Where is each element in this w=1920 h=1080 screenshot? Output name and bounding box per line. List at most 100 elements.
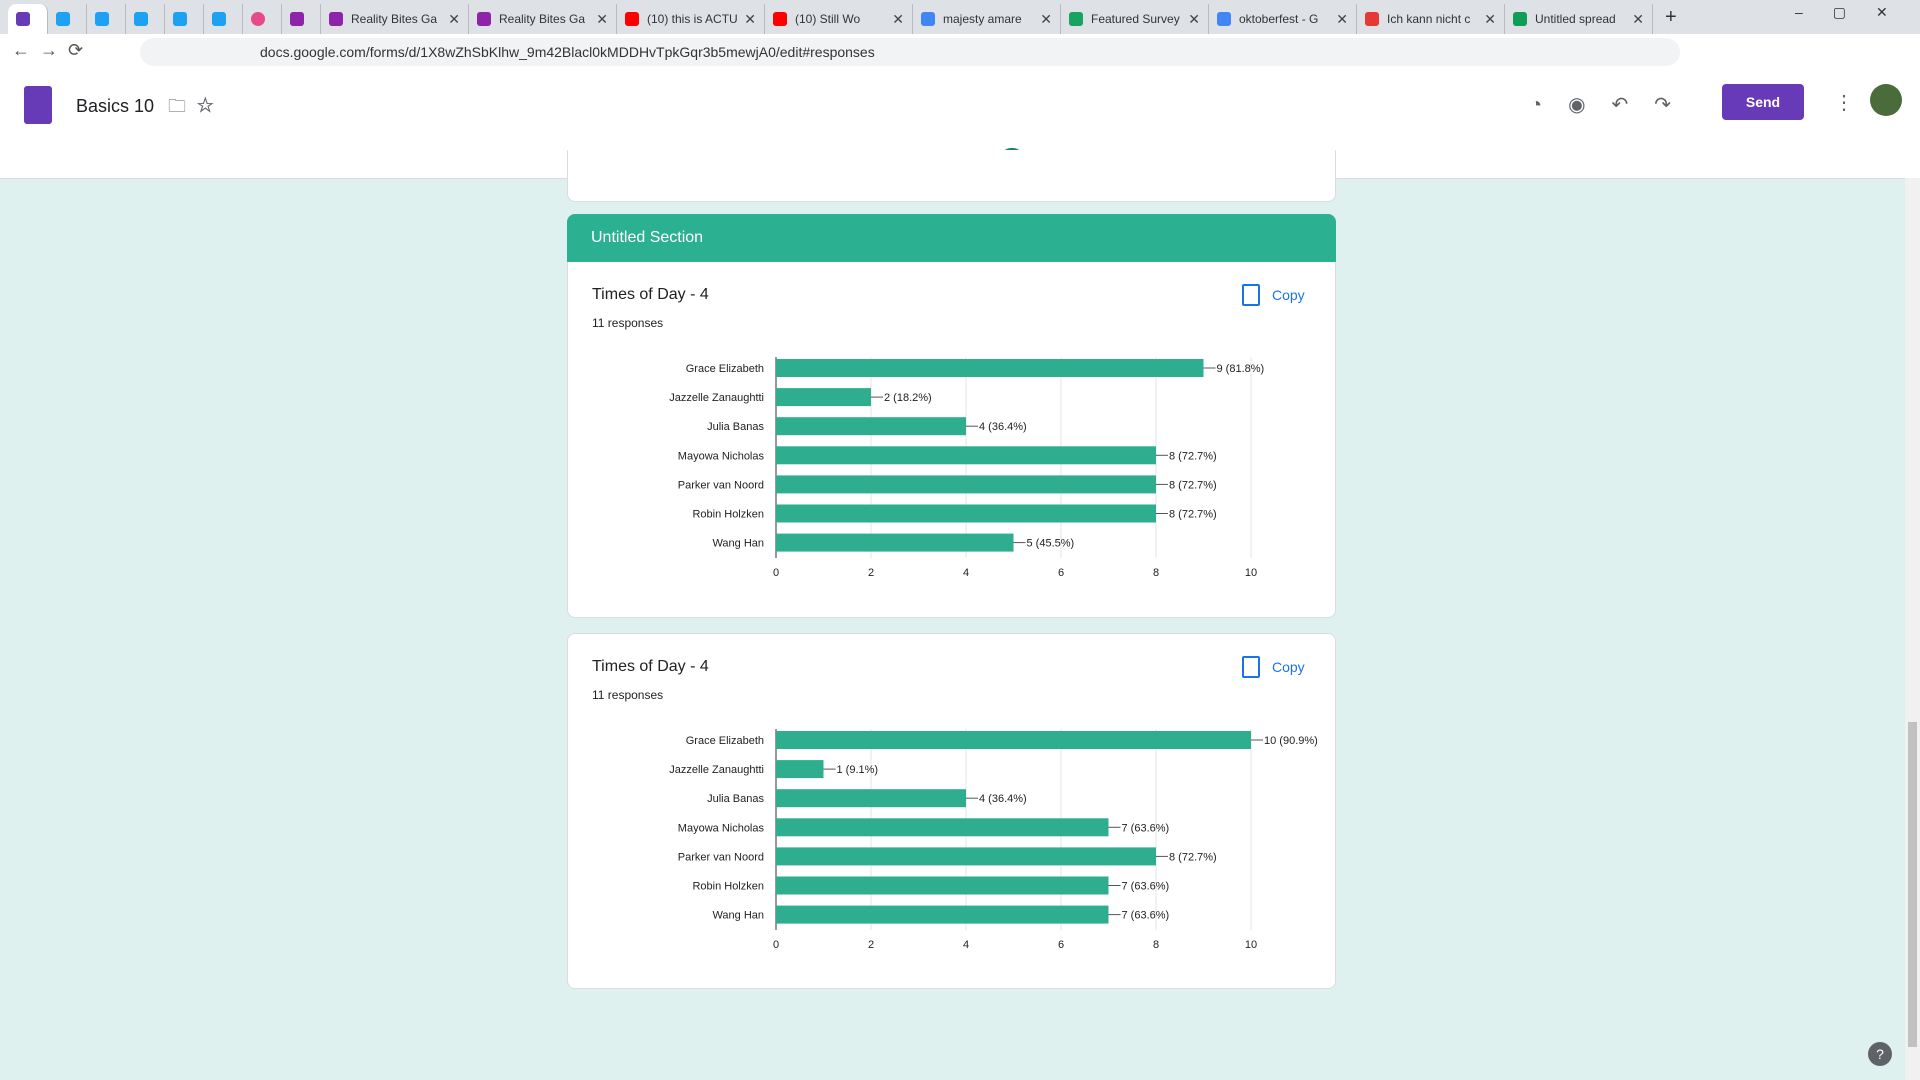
x-tick-label: 8 [1153, 567, 1159, 579]
nav-buttons[interactable]: ← → ⟳ [12, 40, 84, 60]
value-label: 2 (18.2%) [884, 392, 932, 404]
copy-button[interactable]: Copy [1242, 284, 1305, 306]
tab[interactable]: (10) Still Wo ✕ [765, 4, 913, 34]
category-label: Julia Banas [707, 793, 764, 805]
tab[interactable] [48, 4, 87, 34]
category-label: Robin Holzken [692, 509, 764, 521]
favicon [1069, 12, 1083, 26]
url: docs.google.com/forms/d/1X8wZhSbKlhw_9m4… [260, 44, 875, 60]
x-tick-label: 6 [1058, 567, 1064, 579]
new-tab[interactable]: + [1665, 6, 1677, 28]
category-label: Grace Elizabeth [686, 363, 764, 375]
bar [776, 475, 1156, 494]
form-title: Basics 10 [76, 96, 155, 116]
favicon [329, 12, 343, 26]
value-label: 5 (45.5%) [1027, 538, 1075, 550]
category-label: Jazzelle Zanaughtti [669, 764, 764, 776]
bar [776, 731, 1251, 749]
bar [776, 789, 966, 808]
tab[interactable] [8, 4, 48, 34]
category-label: Parker van Noord [678, 851, 764, 863]
value-label: 8 (72.7%) [1169, 509, 1217, 521]
tab[interactable]: majesty amare ✕ [913, 4, 1061, 34]
bar [776, 905, 1109, 924]
tab-close[interactable]: ✕ [1632, 10, 1644, 27]
chart-subtitle: 11 responses [592, 688, 664, 702]
tab-title: majesty amare [943, 12, 1022, 26]
category-label: Wang Han [712, 910, 764, 922]
bar [776, 876, 1109, 895]
tab[interactable]: Featured Survey ✕ [1061, 4, 1209, 34]
chart-title: Times of Day - 4 [592, 658, 709, 675]
tab[interactable]: Reality Bites Ga ✕ [321, 4, 469, 34]
title-icons[interactable]: 🗀 ☆ [168, 96, 215, 116]
value-label: 1 (9.1%) [837, 764, 879, 776]
window-controls[interactable]: –▢✕ [1795, 4, 1918, 20]
copy-icon [1242, 284, 1260, 306]
tab-close[interactable]: ✕ [1484, 10, 1496, 27]
bar-chart: 0 2 4 6 8 10 Grace Elizabeth 9 (81.8%) Jazzelle … [669, 357, 1264, 579]
tab-title: Featured Survey [1091, 12, 1180, 26]
tab[interactable] [165, 4, 204, 34]
value-label: 8 (72.7%) [1169, 450, 1217, 462]
value-label: 7 (63.6%) [1122, 881, 1170, 893]
x-tick-label: 6 [1058, 939, 1064, 951]
value-label: 8 (72.7%) [1169, 479, 1217, 491]
tab-close[interactable]: ✕ [1040, 10, 1052, 27]
tab-title: Untitled spread [1535, 12, 1616, 26]
tab[interactable] [126, 4, 165, 34]
value-label: 4 (36.4%) [979, 421, 1027, 433]
tab[interactable]: Ich kann nicht c ✕ [1357, 4, 1505, 34]
x-tick-label: 8 [1153, 939, 1159, 951]
favicon [921, 12, 935, 26]
x-tick-label: 2 [868, 939, 874, 951]
tab-close[interactable]: ✕ [1188, 10, 1200, 27]
tab[interactable]: oktoberfest - G ✕ [1209, 4, 1357, 34]
tab-strip: + –▢✕ Reality Bites Ga ✕ Reality Bites Ga ✕… [0, 0, 1920, 34]
previous-card [567, 150, 1336, 202]
value-label: 4 (36.4%) [979, 793, 1027, 805]
scroll-thumb[interactable] [1908, 722, 1917, 1047]
tab[interactable] [87, 4, 126, 34]
copy-icon [1242, 656, 1260, 678]
x-tick-label: 10 [1245, 939, 1257, 951]
value-label: 10 (90.9%) [1264, 735, 1318, 747]
tab[interactable]: (10) this is ACTU ✕ [617, 4, 765, 34]
chart-title: Times of Day - 4 [592, 286, 709, 303]
tab-close[interactable]: ✕ [892, 10, 904, 27]
x-tick-label: 4 [963, 939, 969, 951]
tab-title: Reality Bites Ga [499, 12, 586, 26]
tab-title: (10) Still Wo [795, 12, 861, 26]
favicon [477, 12, 491, 26]
favicon [773, 12, 787, 26]
x-tick-label: 0 [773, 567, 779, 579]
tab-close[interactable]: ✕ [1336, 10, 1348, 27]
tab[interactable] [282, 4, 321, 34]
tab[interactable]: Reality Bites Ga ✕ [469, 4, 617, 34]
category-label: Jazzelle Zanaughtti [669, 392, 764, 404]
copy-button[interactable]: Copy [1242, 656, 1305, 678]
tab-title: (10) this is ACTU [647, 12, 738, 26]
tab-close[interactable]: ✕ [448, 10, 460, 27]
toolbar-icons[interactable]: ◔◉↶↷ [1530, 94, 1698, 116]
url-field[interactable]: docs.google.com/forms/d/1X8wZhSbKlhw_9m4… [140, 38, 1680, 66]
chart-card: Times of Day - 4 11 responses Copy 0 2 4 6 8 10 G… [567, 633, 1336, 989]
send-button[interactable]: Send [1722, 84, 1804, 120]
category-label: Mayowa Nicholas [678, 822, 765, 834]
tab[interactable] [204, 4, 243, 34]
tab[interactable] [243, 4, 282, 34]
tab-title: Ich kann nicht c [1387, 12, 1471, 26]
copy-label: Copy [1272, 659, 1305, 675]
tab-close[interactable]: ✕ [744, 10, 756, 27]
value-label: 7 (63.6%) [1122, 910, 1170, 922]
avatar[interactable] [1870, 84, 1902, 116]
tab[interactable]: Untitled spread ✕ [1505, 4, 1653, 34]
chart-card: Times of Day - 4 11 responses Copy 0 2 4 6 8 10 G… [567, 262, 1336, 618]
category-label: Robin Holzken [692, 881, 764, 893]
x-tick-label: 0 [773, 939, 779, 951]
address-bar: ← → ⟳ docs.google.com/forms/d/1X8wZhSbKl… [0, 34, 1920, 71]
help-button[interactable]: ? [1868, 1042, 1892, 1066]
tab-close[interactable]: ✕ [596, 10, 608, 27]
x-tick-label: 10 [1245, 567, 1257, 579]
more-menu[interactable]: ⋮ [1834, 92, 1854, 114]
